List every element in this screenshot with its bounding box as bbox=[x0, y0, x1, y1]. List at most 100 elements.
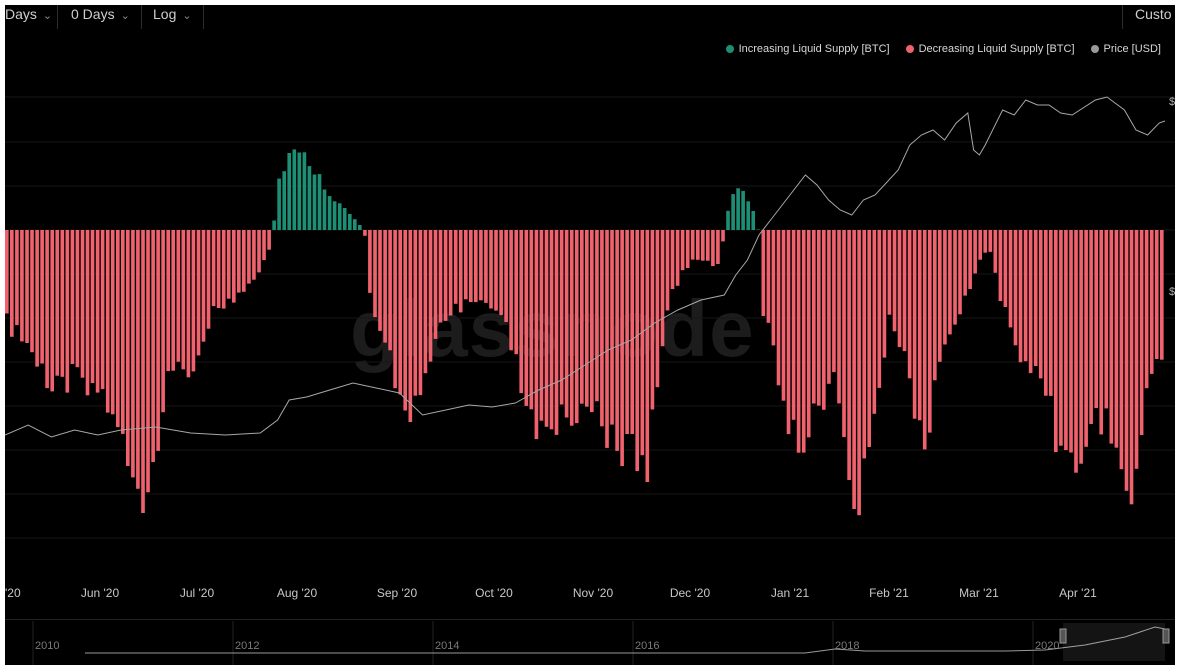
bar-decreasing bbox=[393, 230, 397, 389]
moving-average-selector[interactable]: 0 Days ⌄ bbox=[71, 5, 130, 33]
navigator-year-label: 2010 bbox=[35, 640, 59, 652]
bar-decreasing bbox=[549, 230, 554, 430]
bar-decreasing bbox=[963, 230, 967, 296]
bar-decreasing bbox=[1069, 230, 1073, 453]
bar-decreasing bbox=[574, 230, 579, 424]
bar-decreasing bbox=[973, 230, 977, 274]
bar-decreasing bbox=[978, 230, 983, 260]
bar-decreasing bbox=[438, 230, 443, 323]
bar-decreasing bbox=[1109, 230, 1114, 444]
x-tick-label: '20 bbox=[5, 586, 21, 600]
bar-decreasing bbox=[685, 230, 690, 268]
bar-decreasing bbox=[766, 230, 771, 323]
bar-decreasing bbox=[408, 230, 413, 422]
bar-decreasing bbox=[786, 230, 791, 435]
bar-decreasing bbox=[610, 230, 614, 425]
bar-decreasing bbox=[665, 230, 670, 311]
custom-range-button[interactable]: Custo bbox=[1135, 5, 1172, 33]
bar-increasing bbox=[327, 196, 332, 230]
range-days-selector[interactable]: Days ⌄ bbox=[5, 5, 52, 33]
bar-decreasing bbox=[887, 230, 892, 315]
bar-decreasing bbox=[378, 230, 382, 331]
bar-decreasing bbox=[423, 230, 428, 374]
bar-decreasing bbox=[514, 230, 519, 355]
bar-decreasing bbox=[403, 230, 408, 411]
bar-decreasing bbox=[1023, 230, 1028, 362]
navigator-year-label: 2014 bbox=[435, 640, 459, 652]
bar-decreasing bbox=[95, 230, 100, 393]
bar-increasing bbox=[332, 201, 337, 230]
bar-decreasing bbox=[453, 230, 458, 304]
bar-decreasing bbox=[761, 230, 766, 317]
bar-decreasing bbox=[156, 230, 160, 451]
legend-label-increasing: Increasing Liquid Supply [BTC] bbox=[738, 43, 890, 55]
bar-decreasing bbox=[806, 230, 811, 438]
bar-decreasing bbox=[373, 230, 377, 318]
bar-decreasing bbox=[100, 230, 105, 390]
bar-decreasing bbox=[711, 230, 715, 267]
x-tick-label: Feb '21 bbox=[869, 586, 909, 600]
bar-increasing bbox=[342, 208, 347, 230]
bar-decreasing bbox=[564, 230, 569, 418]
bar-decreasing bbox=[776, 230, 781, 386]
bar-increasing bbox=[358, 225, 362, 230]
bar-increasing bbox=[312, 174, 317, 230]
bar-decreasing bbox=[211, 230, 216, 307]
scale-selector[interactable]: Log ⌄ bbox=[153, 5, 192, 33]
bar-decreasing bbox=[958, 230, 962, 315]
bar-increasing bbox=[322, 189, 327, 230]
chevron-down-icon: ⌄ bbox=[182, 10, 192, 22]
navigator-handle-left[interactable] bbox=[1059, 628, 1067, 644]
bar-decreasing bbox=[196, 230, 201, 356]
bar-increasing bbox=[353, 219, 357, 230]
bar-decreasing bbox=[1154, 230, 1159, 359]
x-axis: '20 Jun '20 Jul '20 Aug '20 Sep '20 Oct '20 No… bbox=[5, 586, 1097, 600]
navigator[interactable] bbox=[5, 619, 1175, 665]
chevron-down-icon: ⌄ bbox=[120, 10, 130, 22]
bar-decreasing bbox=[948, 230, 952, 335]
chevron-down-icon: ⌄ bbox=[42, 10, 53, 22]
bar-increasing bbox=[348, 214, 352, 230]
bar-decreasing bbox=[509, 230, 513, 351]
bar-increasing bbox=[282, 171, 287, 230]
bar-decreasing bbox=[529, 230, 534, 410]
bar-decreasing bbox=[625, 230, 629, 434]
bar-increasing bbox=[741, 190, 745, 230]
bar-decreasing bbox=[852, 230, 856, 509]
bar-decreasing bbox=[479, 230, 483, 301]
legend-label-decreasing: Decreasing Liquid Supply [BTC] bbox=[918, 43, 1075, 55]
bar-decreasing bbox=[1049, 230, 1053, 396]
bar-decreasing bbox=[1119, 230, 1124, 470]
legend-item-increasing[interactable]: Increasing Liquid Supply [BTC] bbox=[725, 43, 890, 55]
legend-dot-increasing bbox=[725, 45, 734, 53]
bar-decreasing bbox=[1059, 230, 1063, 446]
bar-decreasing bbox=[131, 230, 135, 478]
bar-decreasing bbox=[857, 230, 861, 516]
bar-decreasing bbox=[897, 230, 902, 348]
bar-decreasing bbox=[817, 230, 821, 406]
bar-decreasing bbox=[524, 230, 529, 406]
bar-decreasing bbox=[917, 230, 922, 421]
bar-decreasing bbox=[110, 230, 115, 415]
navigator-selection[interactable] bbox=[1063, 623, 1165, 661]
bar-decreasing bbox=[1149, 230, 1154, 374]
bar-decreasing bbox=[943, 230, 947, 345]
bar-decreasing bbox=[433, 230, 438, 339]
bar-decreasing bbox=[458, 230, 463, 313]
bar-decreasing bbox=[842, 230, 846, 438]
legend-item-decreasing[interactable]: Decreasing Liquid Supply [BTC] bbox=[905, 43, 1075, 55]
navigator-year-label: 2012 bbox=[235, 640, 259, 652]
x-tick-label: Jul '20 bbox=[180, 586, 215, 600]
scale-label: Log bbox=[153, 6, 177, 22]
bar-decreasing bbox=[383, 230, 387, 343]
bar-increasing bbox=[751, 211, 756, 230]
bar-decreasing bbox=[1084, 230, 1088, 447]
bar-decreasing bbox=[151, 230, 155, 462]
right-axis-label: $ bbox=[1169, 96, 1175, 108]
navigator-handle-right[interactable] bbox=[1162, 628, 1170, 644]
bar-decreasing bbox=[827, 230, 831, 384]
bar-decreasing bbox=[1160, 230, 1164, 360]
legend-item-price[interactable]: Price [USD] bbox=[1090, 43, 1161, 55]
bar-decreasing bbox=[70, 230, 75, 364]
bar-increasing bbox=[756, 229, 761, 230]
